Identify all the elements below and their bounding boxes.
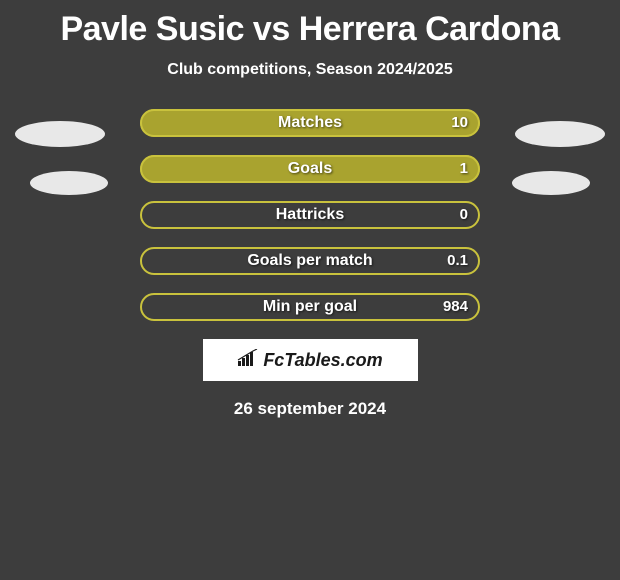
bar-row: Min per goal984	[140, 293, 480, 321]
logo-text: FcTables.com	[237, 349, 382, 372]
bar-value: 0.1	[447, 247, 468, 275]
page-title: Pavle Susic vs Herrera Cardona	[0, 0, 620, 49]
stats-area: Matches10Goals1Hattricks0Goals per match…	[0, 109, 620, 321]
bar-row: Goals1	[140, 155, 480, 183]
bar-value: 1	[460, 155, 468, 183]
logo-box: FcTables.com	[203, 339, 418, 381]
bar-value: 10	[451, 109, 468, 137]
subtitle: Club competitions, Season 2024/2025	[0, 61, 620, 79]
bar-row: Goals per match0.1	[140, 247, 480, 275]
bar-value: 0	[460, 201, 468, 229]
bar-label: Goals per match	[140, 247, 480, 275]
bar-row: Matches10	[140, 109, 480, 137]
bar-label: Matches	[140, 109, 480, 137]
date-text: 26 september 2024	[0, 399, 620, 419]
decor-ellipse-top-right	[515, 121, 605, 147]
bar-label: Hattricks	[140, 201, 480, 229]
bar-list: Matches10Goals1Hattricks0Goals per match…	[140, 109, 480, 321]
bar-label: Goals	[140, 155, 480, 183]
bar-row: Hattricks0	[140, 201, 480, 229]
decor-ellipse-top-left	[15, 121, 105, 147]
logo-label: FcTables.com	[263, 350, 382, 371]
decor-ellipse-bottom-right	[512, 171, 590, 195]
chart-icon	[237, 349, 259, 372]
bar-label: Min per goal	[140, 293, 480, 321]
decor-ellipse-bottom-left	[30, 171, 108, 195]
bar-value: 984	[443, 293, 468, 321]
